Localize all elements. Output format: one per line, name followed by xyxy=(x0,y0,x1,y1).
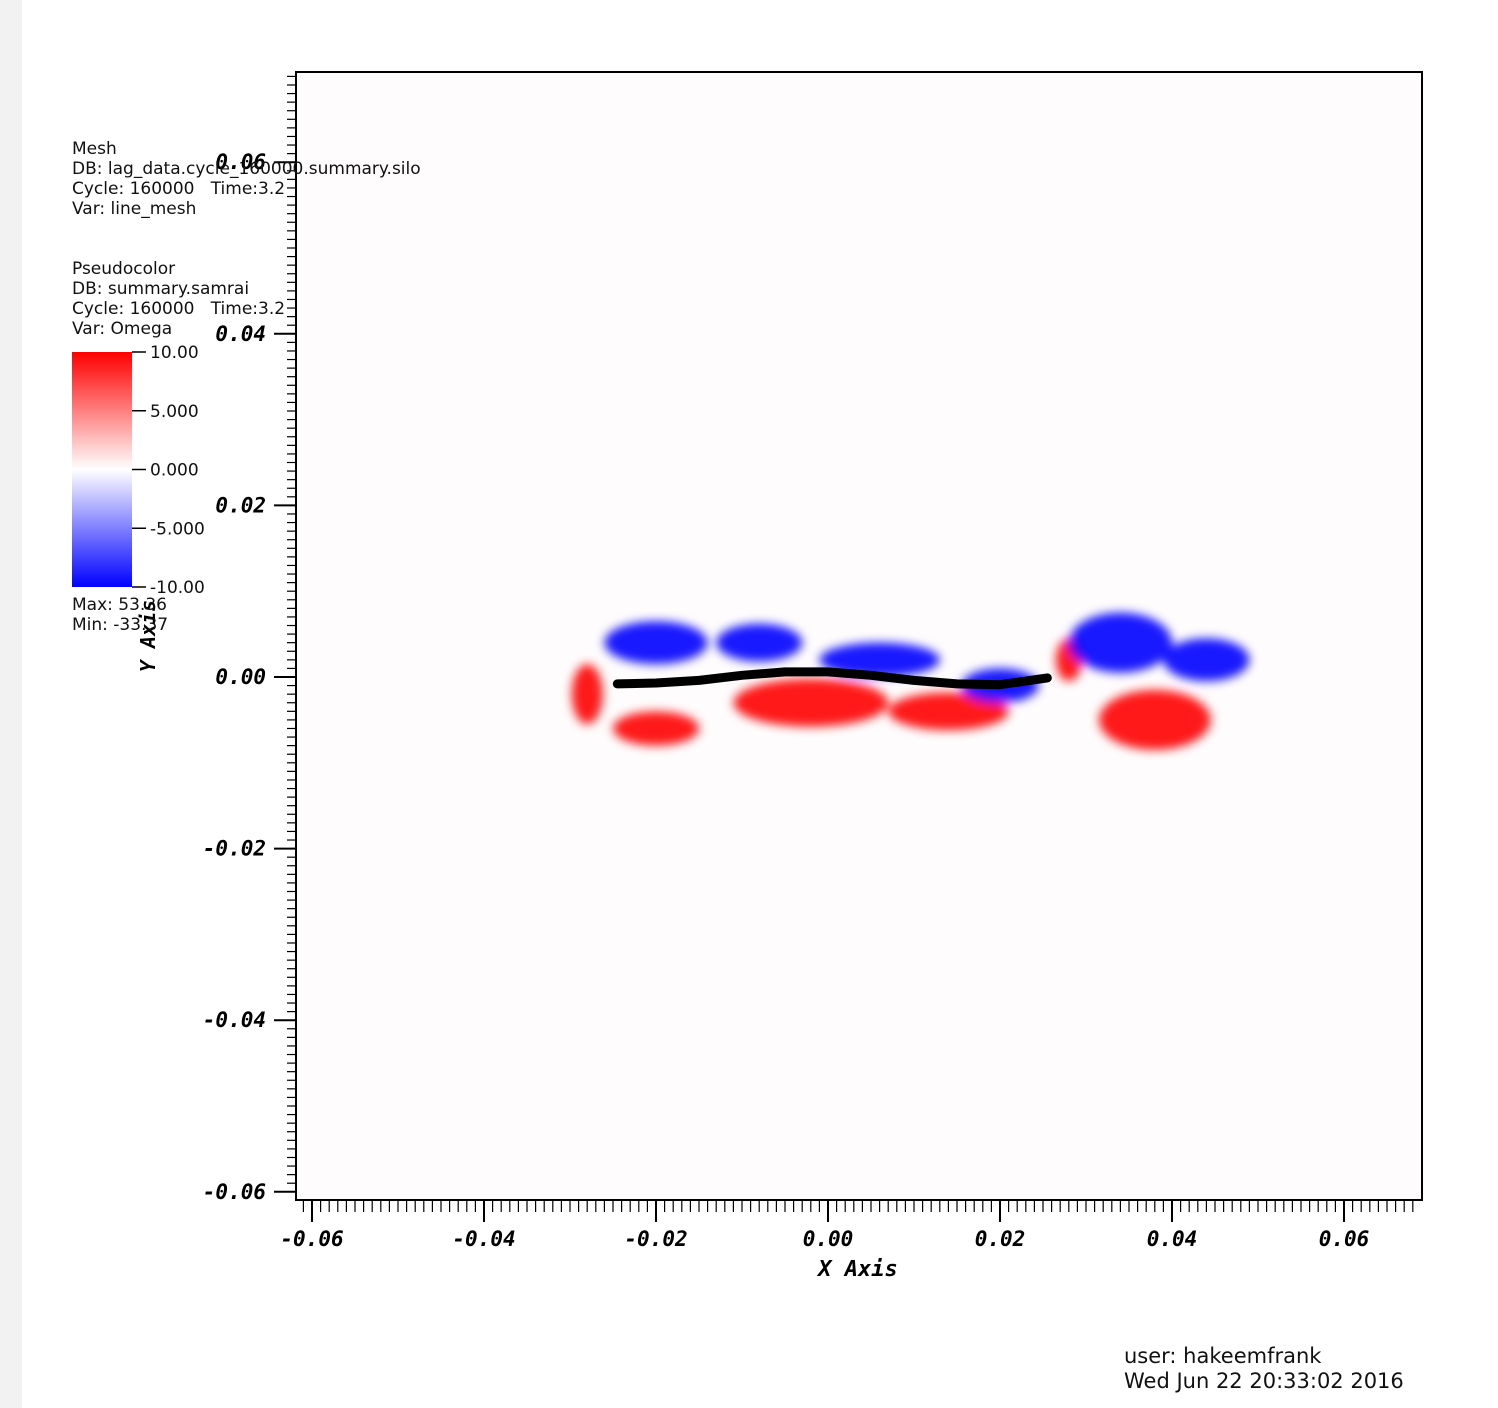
x-tick-label: 0.04 xyxy=(1147,1227,1198,1251)
y-tick-label: -0.02 xyxy=(203,837,266,861)
x-axis-label: X Axis xyxy=(816,1257,897,1282)
y-tick-label: 0.00 xyxy=(215,665,266,689)
plot-background xyxy=(296,72,1422,1200)
vorticity-region xyxy=(1099,690,1211,750)
y-axis: -0.06-0.04-0.020.000.020.040.06 xyxy=(203,72,296,1204)
x-tick-label: 0.06 xyxy=(1319,1227,1370,1251)
colorbar-tick-label: 0.000 xyxy=(150,461,199,481)
x-tick-label: -0.02 xyxy=(624,1227,687,1251)
footer-date: Wed Jun 22 20:33:02 2016 xyxy=(1124,1368,1404,1394)
mesh-legend-title: Mesh xyxy=(72,139,117,159)
mesh-legend-cycle: Cycle: 160000 Time:3.2 xyxy=(72,179,285,199)
pseudocolor-legend-max: Max: 53.36 xyxy=(72,595,167,615)
colorbar-ticks: 10.005.0000.000-5.000-10.00 xyxy=(132,343,205,598)
colorbar-tick-label: 10.00 xyxy=(150,343,199,363)
vorticity-region xyxy=(1163,638,1249,681)
vorticity-region xyxy=(613,711,699,745)
pseudocolor-legend-title: Pseudocolor xyxy=(72,259,175,279)
x-tick-label: 0.02 xyxy=(975,1227,1026,1251)
vorticity-region xyxy=(604,621,707,664)
x-tick-label: -0.06 xyxy=(280,1227,343,1251)
y-tick-label: 0.02 xyxy=(215,493,266,517)
pseudocolor-legend-cycle: Cycle: 160000 Time:3.2 xyxy=(72,299,285,319)
pseudocolor-legend-var: Var: Omega xyxy=(72,319,172,339)
x-tick-label: 0.00 xyxy=(803,1227,854,1251)
y-tick-label: -0.04 xyxy=(203,1008,266,1032)
pseudocolor-legend-db: DB: summary.samrai xyxy=(72,279,249,299)
pseudocolor-legend-min: Min: -33.37 xyxy=(72,615,168,635)
y-tick-label: 0.04 xyxy=(215,322,266,346)
mesh-legend-db: DB: lag_data.cycle_160000.summary.silo xyxy=(72,159,421,179)
footer-user: user: hakeemfrank xyxy=(1124,1343,1321,1369)
vorticity-region xyxy=(733,679,888,727)
colorbar xyxy=(72,352,132,587)
vorticity-region xyxy=(572,664,603,724)
x-axis: -0.06 -0.04 -0.02 0.00 0.02 0.04 0.06 xyxy=(280,1200,1422,1251)
colorbar-tick-label: 5.000 xyxy=(150,402,199,422)
colorbar-tick-label: -5.000 xyxy=(150,519,205,539)
vorticity-region xyxy=(1069,613,1172,673)
vorticity-region xyxy=(716,624,802,662)
y-tick-label: -0.06 xyxy=(203,1180,266,1204)
mesh-legend-var: Var: line_mesh xyxy=(72,199,196,219)
x-tick-label: -0.04 xyxy=(452,1227,515,1251)
